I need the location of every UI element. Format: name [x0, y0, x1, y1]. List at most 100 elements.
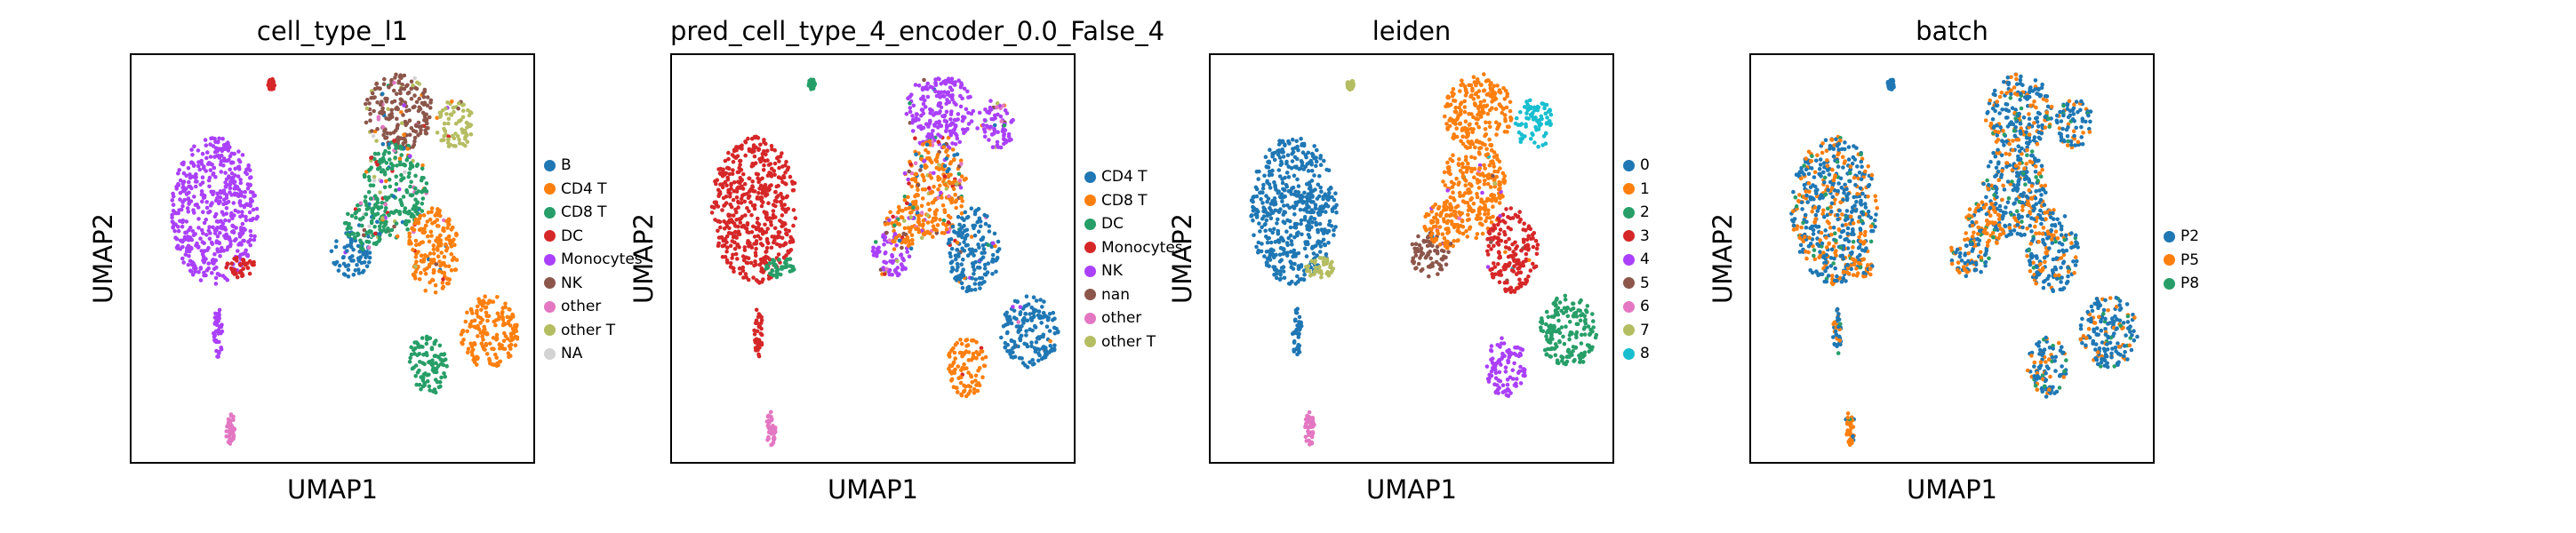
scatter-point [452, 255, 456, 260]
scatter-point [758, 236, 763, 241]
scatter-point [752, 189, 757, 194]
scatter-point [720, 173, 725, 179]
scatter-point [188, 184, 193, 189]
scatter-point [770, 235, 774, 239]
scatter-point [507, 306, 511, 312]
scatter-point [732, 269, 736, 274]
scatter-point [938, 218, 942, 222]
scatter-point [756, 222, 762, 227]
cluster-1 [170, 136, 260, 286]
scatter-point [741, 171, 746, 177]
scatter-point [715, 178, 720, 182]
scatter-point [468, 324, 472, 329]
scatter-point [432, 354, 437, 359]
scatter-point [910, 114, 915, 118]
scatter-point [460, 108, 466, 113]
scatter-point [449, 239, 453, 244]
scatter-point [995, 139, 1000, 145]
scatter-point [922, 159, 926, 163]
scatter-point [185, 249, 190, 253]
scatter-point [220, 274, 226, 278]
scatter-point [747, 189, 752, 194]
scatter-point [188, 269, 194, 274]
scatter-point [356, 256, 361, 260]
scatter-point [356, 271, 362, 275]
scatter-point [752, 235, 757, 239]
scatter-point [385, 166, 390, 171]
scatter-point [228, 186, 233, 191]
scatter-point [959, 174, 964, 179]
scatter-point [773, 203, 778, 209]
scatter-point [966, 122, 972, 126]
scatter-point [364, 120, 369, 125]
scatter-point [436, 354, 441, 360]
scatter-point [395, 163, 399, 168]
scatter-point [267, 80, 272, 85]
scatter-point [217, 349, 221, 354]
scatter-point [212, 155, 217, 159]
cluster-5 [806, 77, 818, 91]
scatter-point [198, 278, 204, 282]
scatter-point [228, 190, 232, 195]
scatter-point [726, 150, 731, 155]
legend-marker-icon [544, 206, 556, 219]
scatter-point [758, 331, 764, 336]
scatter-point [176, 211, 180, 216]
scatter-point [367, 205, 372, 211]
scatter-point [371, 215, 376, 220]
scatter-point [435, 211, 439, 215]
scatter-point [452, 143, 456, 148]
scatter-point [464, 120, 469, 125]
scatter-point [949, 121, 955, 125]
scatter-point [743, 139, 748, 144]
scatter-point [736, 224, 740, 229]
scatter-point [404, 84, 409, 89]
scatter-point [360, 247, 365, 251]
scatter-point [413, 363, 419, 368]
scatter-point [196, 226, 201, 230]
scatter-point [416, 345, 420, 349]
scatter-point [205, 162, 211, 166]
scatter-point [723, 179, 728, 185]
scatter-point [242, 195, 247, 199]
scatter-point [346, 224, 351, 228]
scatter-point [220, 245, 224, 251]
scatter-point [415, 201, 420, 205]
scatter-point [380, 216, 385, 220]
scatter-point [452, 109, 456, 115]
scatter-point [983, 107, 988, 112]
scatter-point [780, 224, 786, 228]
scatter-point [772, 226, 778, 231]
scatter-point [718, 225, 723, 230]
scatter-point [184, 219, 189, 224]
scatter-point [194, 171, 198, 177]
scatter-point [446, 264, 452, 269]
scatter-point [727, 171, 732, 177]
scatter-point [252, 237, 257, 243]
scatter-point [916, 117, 921, 122]
scatter-point [909, 184, 914, 189]
scatter-point [811, 80, 815, 85]
scatter-point [450, 99, 454, 104]
scatter-point [178, 246, 183, 251]
scatter-point [351, 231, 356, 236]
scatter-point [356, 208, 362, 212]
scatter-point [724, 183, 729, 187]
scatter-point [219, 147, 223, 152]
scatter-point [745, 241, 750, 245]
scatter-point [953, 131, 958, 136]
scatter-point [727, 226, 732, 231]
scatter-point [745, 229, 749, 235]
legend-label: CD4 T [561, 179, 607, 198]
scatter-point [342, 245, 347, 250]
legend-entry: DC [544, 225, 643, 249]
scatter-point [408, 355, 413, 361]
scatter-point [962, 86, 967, 91]
scatter-point [417, 216, 422, 221]
scatter-point [231, 418, 236, 423]
scatter-point [940, 195, 944, 200]
scatter-point [382, 129, 387, 134]
scatter-point [435, 115, 440, 120]
scatter-point [773, 189, 778, 195]
scatter-point [720, 208, 724, 212]
